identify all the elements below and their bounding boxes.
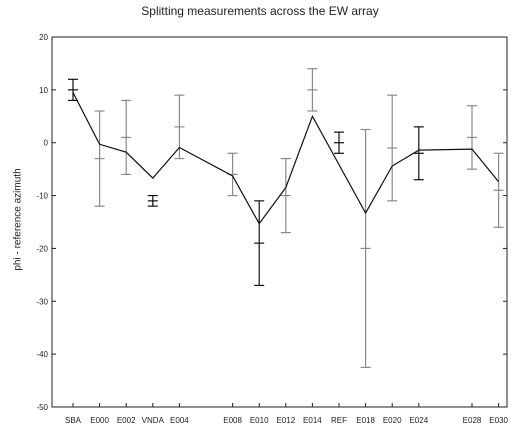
x-tick-label: E020 xyxy=(383,416,402,425)
y-tick-label: -20 xyxy=(36,244,48,253)
x-tick-label: E018 xyxy=(356,416,375,425)
y-tick-label: 20 xyxy=(39,33,48,42)
series-line xyxy=(72,92,500,225)
x-tick-label: E028 xyxy=(463,416,482,425)
y-tick-label: -40 xyxy=(36,350,48,359)
x-tick-label: E010 xyxy=(250,416,269,425)
x-tick-label: E014 xyxy=(303,416,322,425)
x-tick-label: E008 xyxy=(223,416,242,425)
x-tick-label: VNDA xyxy=(142,416,165,425)
x-tick-label: SBA xyxy=(65,416,82,425)
y-tick-label: 0 xyxy=(44,139,49,148)
x-tick-label: E000 xyxy=(90,416,109,425)
y-tick-label: -10 xyxy=(36,192,48,201)
y-tick-label: -50 xyxy=(36,403,48,412)
y-tick-label: 10 xyxy=(39,86,48,95)
x-tick-label: REF xyxy=(331,416,347,425)
x-tick-label: E024 xyxy=(409,416,428,425)
plot-area-frame xyxy=(51,36,508,408)
y-tick-label: -30 xyxy=(36,297,48,306)
x-tick-label: E002 xyxy=(117,416,136,425)
x-tick-label: E004 xyxy=(170,416,189,425)
chart-title: Splitting measurements across the EW arr… xyxy=(141,4,379,18)
x-tick-label: E012 xyxy=(276,416,295,425)
x-tick-label: E030 xyxy=(489,416,508,425)
